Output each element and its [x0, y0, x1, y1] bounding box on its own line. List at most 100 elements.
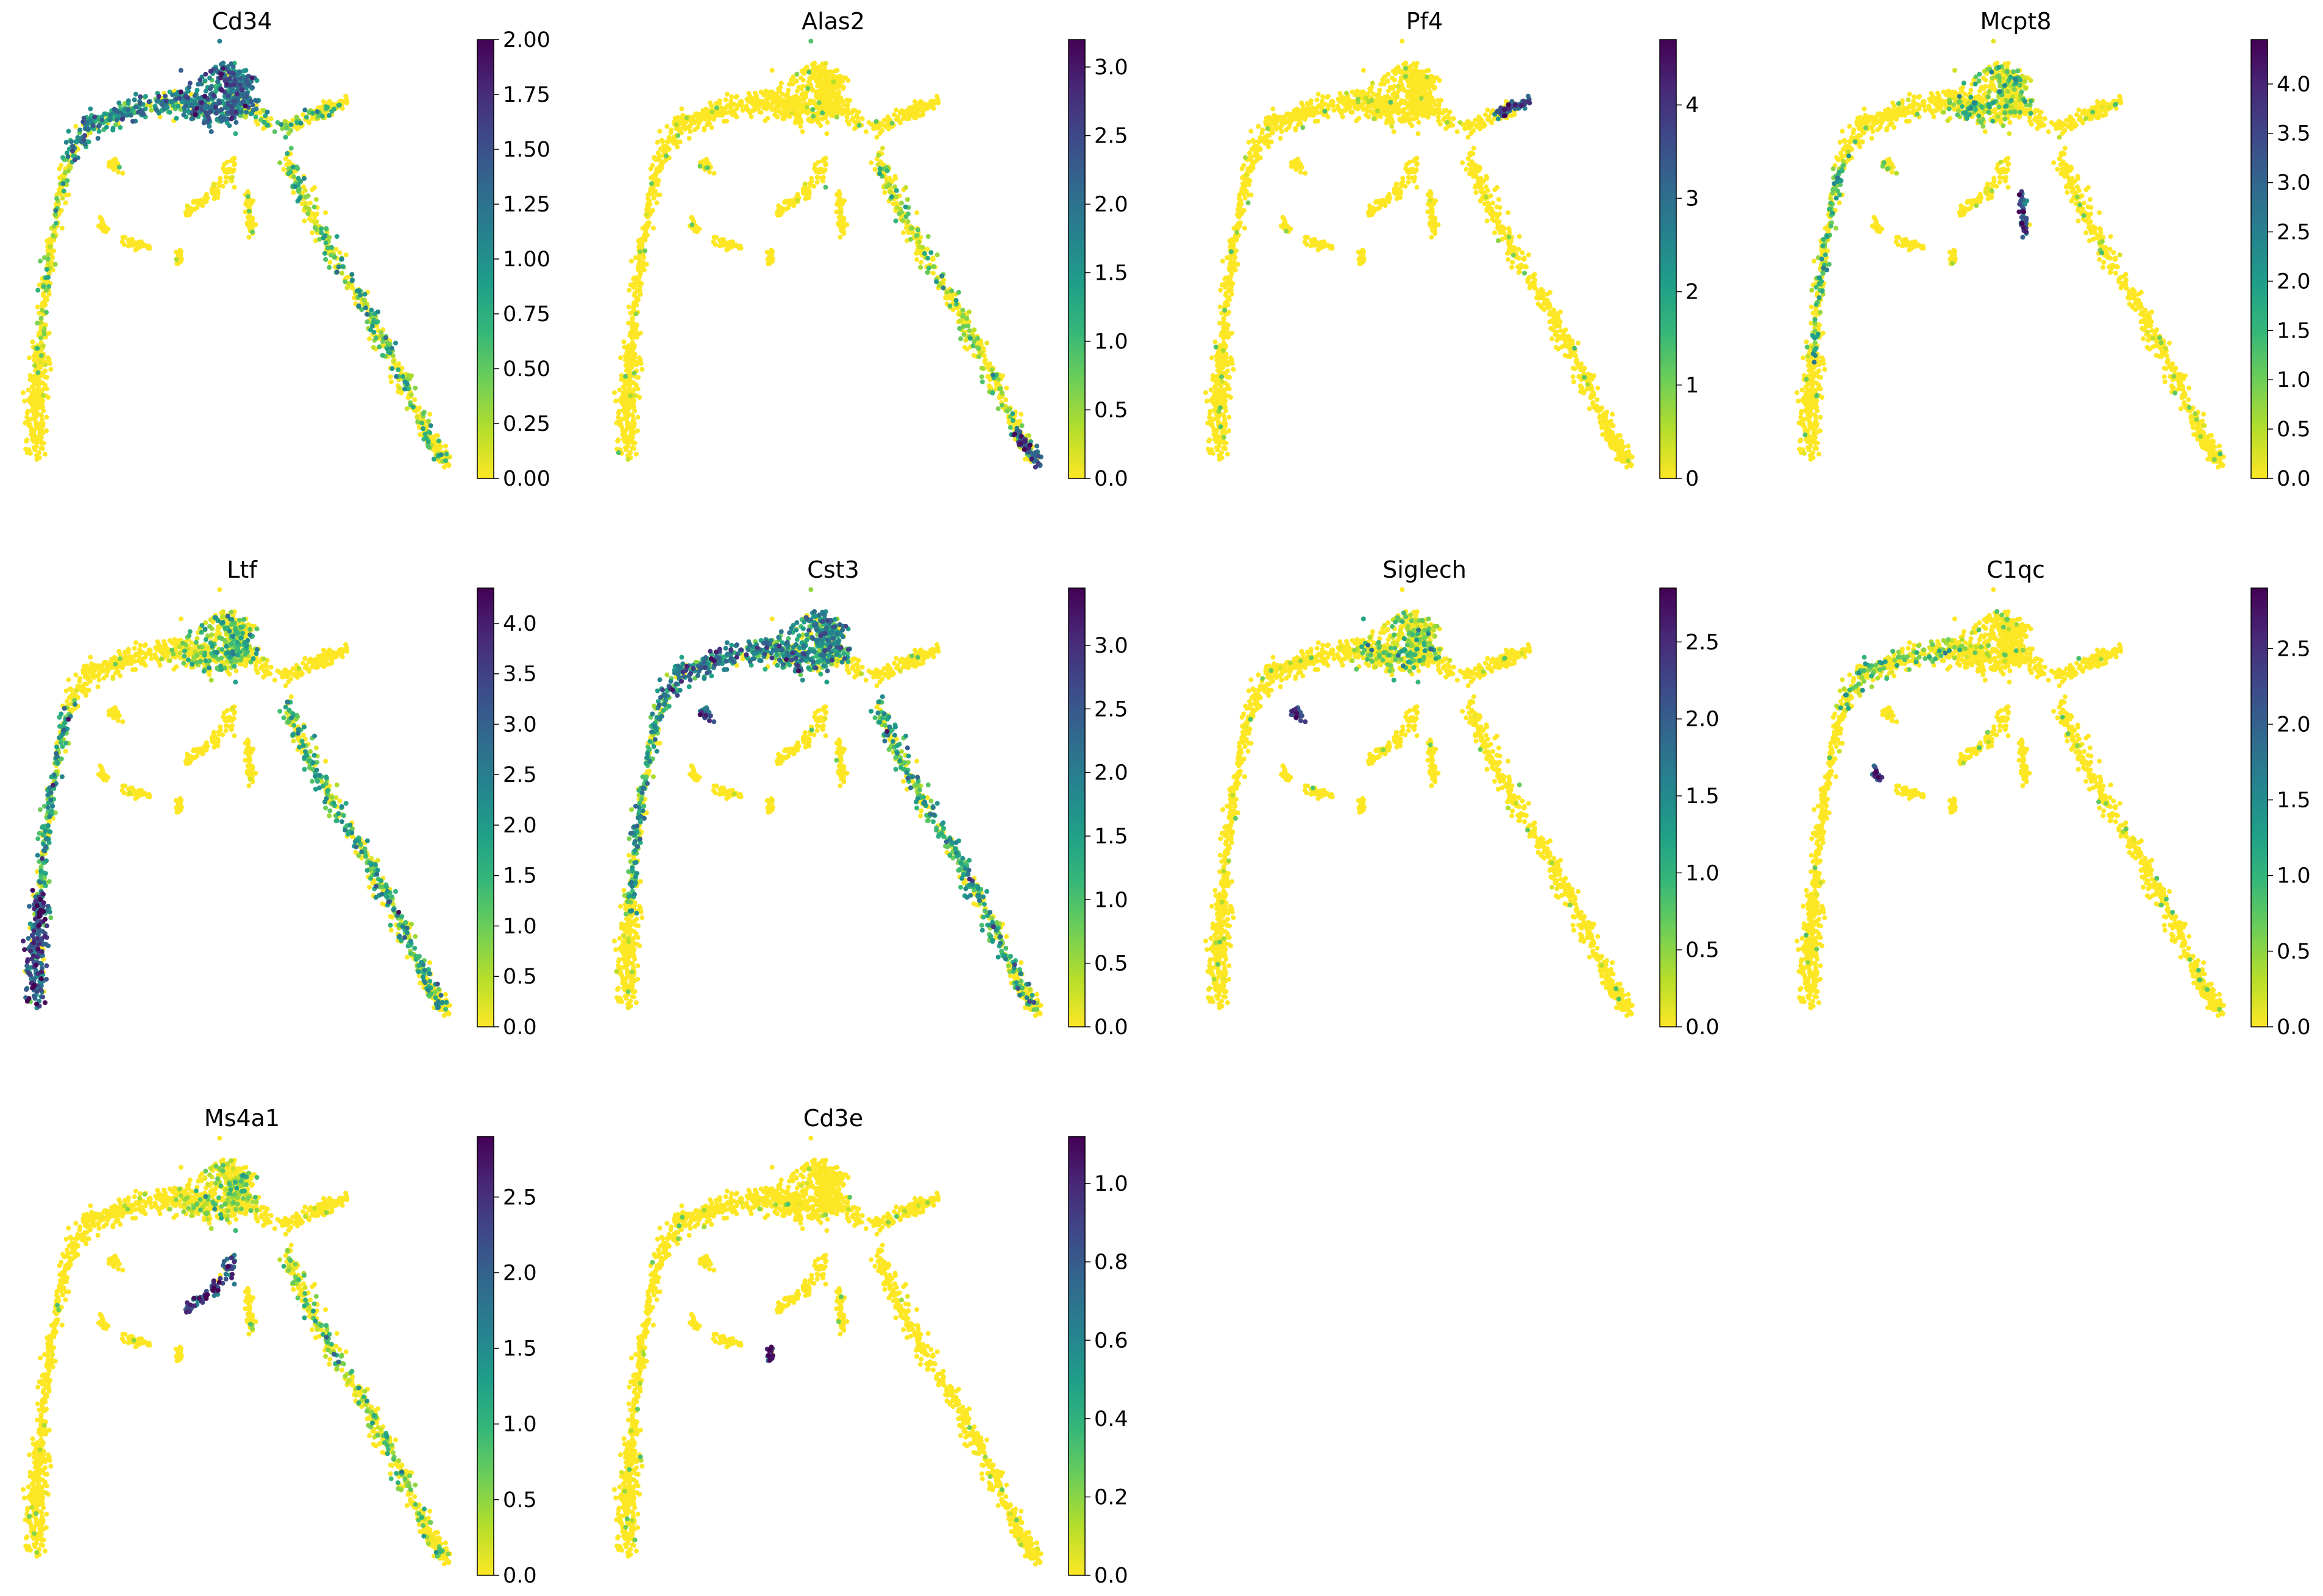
cell-point [616, 414, 621, 420]
cell-point [349, 278, 355, 283]
cell-point [288, 128, 294, 133]
cell-point [796, 96, 802, 101]
cell-point [1460, 160, 1465, 166]
cell-point [1267, 139, 1272, 144]
cell-point [38, 412, 43, 417]
cell-point [936, 283, 942, 288]
colorbar-tick-label: 0.0 [1094, 467, 1128, 491]
cell-point [689, 222, 695, 227]
cell-point [24, 414, 30, 420]
cell-point [1384, 112, 1389, 118]
cell-point [249, 220, 254, 225]
cell-point [745, 108, 751, 113]
cell-point [40, 446, 45, 451]
cell-point [1390, 76, 1395, 80]
cell-point [44, 267, 49, 272]
cell-point [696, 120, 702, 126]
cell-point [1325, 94, 1330, 100]
cell-point [1325, 114, 1331, 119]
cell-point [1391, 129, 1396, 134]
cell-point [822, 168, 828, 172]
cell-point [655, 140, 660, 145]
cell-point [221, 60, 226, 66]
cell-point [177, 96, 182, 101]
cell-point [914, 210, 920, 216]
cell-point [708, 100, 713, 105]
cell-point [307, 216, 312, 222]
cell-point [1473, 163, 1478, 168]
cell-point [128, 113, 133, 118]
cell-point [809, 176, 814, 181]
cell-point [219, 88, 224, 93]
cell-point [296, 188, 301, 193]
cell-point [336, 264, 341, 269]
cell-point [327, 264, 332, 270]
cell-point [238, 82, 243, 88]
cell-point [1008, 425, 1013, 430]
cell-point [1409, 123, 1415, 129]
cell-point [633, 332, 638, 337]
cell-point [213, 110, 219, 116]
cell-point [344, 100, 350, 105]
cell-point [231, 98, 237, 104]
cell-point [823, 185, 828, 190]
cell-point [62, 169, 68, 175]
cell-point [649, 181, 654, 186]
cell-point [154, 108, 160, 113]
cell-point [630, 342, 636, 347]
cell-point [343, 93, 349, 99]
cell-point [414, 415, 420, 420]
cell-point [824, 105, 830, 111]
cell-point [1251, 139, 1257, 144]
cell-point [915, 227, 920, 233]
cell-point [755, 98, 760, 104]
cell-point [1356, 116, 1362, 121]
cell-point [842, 198, 847, 204]
cell-point [323, 210, 329, 216]
cell-point [46, 284, 52, 289]
cell-point [926, 265, 931, 271]
cell-point [1415, 131, 1421, 137]
cell-point [133, 247, 138, 253]
cell-point [798, 117, 803, 122]
cell-point [245, 189, 251, 194]
cell-point [383, 335, 388, 341]
cell-point [1330, 103, 1336, 108]
panel-title: Cd34 [212, 8, 272, 35]
cell-point [967, 336, 973, 341]
cell-point [700, 110, 705, 116]
cell-point [777, 95, 782, 101]
cell-point [208, 68, 213, 74]
cell-point [207, 76, 212, 80]
cell-point [846, 110, 851, 115]
cell-point [734, 114, 739, 119]
cell-point [1571, 379, 1576, 385]
cell-point [660, 139, 666, 144]
cell-point [238, 109, 244, 115]
cell-point [631, 398, 637, 403]
cell-point [26, 387, 31, 392]
cell-point [96, 223, 101, 229]
cell-point [226, 93, 231, 99]
cell-point [628, 331, 634, 336]
cell-point [738, 99, 744, 104]
cell-point [1454, 129, 1460, 135]
cell-point [630, 439, 635, 444]
cell-point [891, 201, 896, 207]
cell-point [65, 154, 71, 160]
cell-point [146, 99, 152, 105]
cell-point [643, 230, 649, 235]
cell-point [753, 90, 758, 96]
cell-point [628, 378, 633, 384]
cell-point [233, 119, 239, 125]
cell-point [254, 106, 259, 112]
cell-point [208, 86, 213, 91]
cell-point [889, 194, 894, 199]
cell-point [934, 93, 940, 99]
cell-point [744, 96, 750, 102]
cell-point [623, 374, 628, 379]
cell-point [1426, 99, 1431, 104]
cell-point [1425, 80, 1431, 86]
cell-point [302, 176, 307, 181]
cell-point [29, 402, 35, 408]
